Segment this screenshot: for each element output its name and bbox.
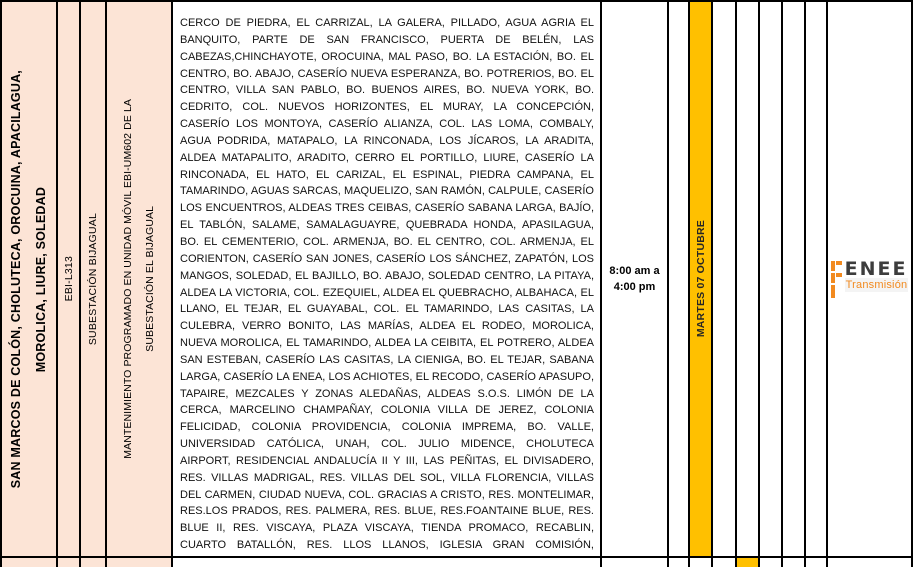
table-row: SAN MARCOS DE COLÓN, CHOLUTECA, OROCUINA… [2, 2, 911, 558]
logo-cell: ENEE Transmisión [828, 2, 911, 556]
enee-logo-mark-icon [830, 261, 842, 298]
highlighted-day-label: MARTES 07 OCTUBRE [694, 220, 707, 338]
substation-label: SUBESTACIÓN BIJAGUAL [87, 212, 99, 346]
maintenance-description-cell: MANTENIMIENTO PROGRAMADO EN UNIDAD MÓVIL… [107, 2, 173, 556]
day-column-5 [760, 2, 783, 556]
next-row-day-column-4-highlighted [737, 558, 760, 567]
next-row-region-cell [2, 558, 58, 567]
maintenance-description-label: MANTENIMIENTO PROGRAMADO EN UNIDAD MÓVIL… [122, 99, 156, 459]
next-row-day-column-6 [783, 558, 806, 567]
logo-title: ENEE [844, 258, 908, 280]
next-row-day-column-1 [669, 558, 690, 567]
next-row-areas-cell [173, 558, 602, 567]
day-column-1 [669, 2, 690, 556]
next-row-day-column-3 [713, 558, 737, 567]
day-column-3 [713, 2, 737, 556]
region-cell: SAN MARCOS DE COLÓN, CHOLUTECA, OROCUINA… [2, 2, 58, 556]
circuit-label: EBI-L313 [62, 256, 75, 302]
day-column-6 [783, 2, 806, 556]
next-row-maintenance-cell [107, 558, 173, 567]
next-row-day-column-5 [760, 558, 783, 567]
day-column-martes-highlighted: MARTES 07 OCTUBRE [690, 2, 713, 556]
next-row-day-column-7 [806, 558, 828, 567]
day-column-4 [737, 2, 760, 556]
next-row-day-column-2 [690, 558, 713, 567]
affected-areas-cell: CERCO DE PIEDRA, EL CARRIZAL, LA GALERA,… [173, 2, 602, 556]
day-column-7 [806, 2, 828, 556]
next-row-logo-cell [828, 558, 911, 567]
next-row-schedule-cell [602, 558, 669, 567]
logo-subtitle: Transmisión [844, 278, 909, 292]
next-row-substation-cell [81, 558, 107, 567]
schedule-cell: 8:00 am a 4:00 pm [602, 2, 669, 556]
enee-transmision-logo: ENEE Transmisión [830, 258, 909, 298]
next-row-circuit-cell [58, 558, 81, 567]
logo-text: ENEE Transmisión [844, 258, 909, 292]
region-label: SAN MARCOS DE COLÓN, CHOLUTECA, OROCUINA… [9, 69, 48, 489]
circuit-cell: EBI-L313 [58, 2, 81, 556]
schedule-label: 8:00 am a 4:00 pm [609, 265, 660, 293]
next-row-sliver [2, 558, 911, 567]
substation-cell: SUBESTACIÓN BIJAGUAL [81, 2, 107, 556]
